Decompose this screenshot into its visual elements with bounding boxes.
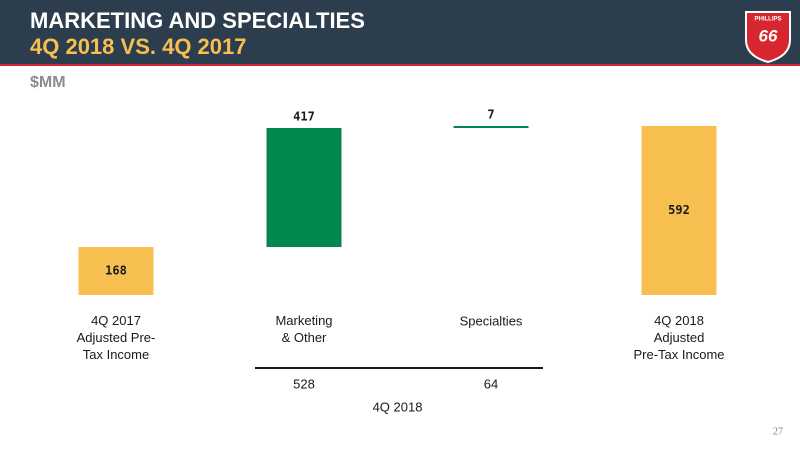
- group-label: 4Q 2018: [373, 399, 423, 414]
- bar: [266, 127, 342, 248]
- header-rule: [0, 64, 800, 66]
- page-number: 27: [773, 426, 783, 437]
- logo: PHILLIPS 66: [745, 11, 791, 64]
- value-label: 168: [105, 264, 127, 278]
- category-label: Marketing & Other: [275, 313, 332, 345]
- unit-label: $MM: [30, 74, 66, 91]
- category-label: 4Q 2018 Adjusted Pre-Tax Income: [633, 313, 724, 362]
- group-value: 528: [293, 376, 315, 391]
- title: MARKETING AND SPECIALTIES: [30, 8, 365, 33]
- value-label: 417: [293, 109, 315, 123]
- subtitle: 4Q 2018 VS. 4Q 2017: [30, 34, 247, 59]
- category-label: 4Q 2017 Adjusted Pre-Tax Income: [77, 313, 156, 362]
- bar: [78, 247, 154, 295]
- header-band: [0, 0, 800, 64]
- logo-number: 66: [759, 26, 778, 45]
- value-label: 7: [487, 108, 494, 122]
- logo-text: PHILLIPS: [754, 17, 781, 23]
- bar: [641, 126, 717, 295]
- category-label: Specialties: [460, 313, 523, 328]
- logo-shield: [745, 11, 791, 64]
- value-label: 592: [668, 203, 690, 217]
- bar: [453, 126, 529, 128]
- group-value: 64: [484, 376, 498, 391]
